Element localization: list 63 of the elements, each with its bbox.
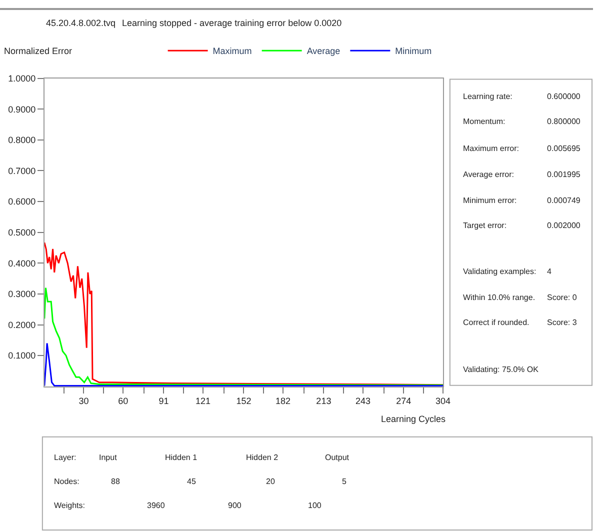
y-tick-label: 0.8000 (8, 135, 36, 146)
text: Validating: 75.0% OK (463, 365, 540, 374)
y-axis-title: Normalized Error (4, 46, 72, 56)
y-tick-label: 0.4000 (8, 258, 36, 268)
text: 0.800000 (547, 117, 581, 126)
x-tick-label: 91 (158, 396, 169, 406)
line-series (44, 342, 444, 386)
text: Hidden 1 (165, 453, 198, 462)
y-tick-label: 1.0000 (8, 73, 36, 84)
x-tick-label: 304 (436, 396, 451, 406)
chart-title: 45.20.4.8.002.tvq (46, 18, 116, 28)
text: 88 (111, 477, 120, 486)
text: Average error: (463, 170, 514, 179)
text: 5 (342, 477, 347, 486)
text: Output (325, 453, 350, 462)
text: Correct if rounded. (463, 318, 530, 327)
y-tick-label: 0.3000 (8, 289, 36, 300)
y-tick-label: 0.9000 (8, 104, 36, 114)
x-tick-label: 121 (196, 396, 211, 406)
text: Validating examples: (463, 267, 536, 276)
y-tick-label: 0.2000 (8, 320, 36, 330)
text: Minimum error: (463, 196, 517, 205)
x-tick-label: 274 (396, 396, 412, 406)
x-tick-label: 152 (236, 396, 252, 406)
legend-label: Average (306, 46, 340, 56)
text: 100 (308, 501, 322, 510)
x-tick-label: 30 (78, 396, 89, 406)
legend-label: Minimum (395, 46, 432, 56)
text: Momentum: (463, 117, 506, 126)
y-tick-label: 0.1000 (8, 350, 36, 361)
x-tick-label: 60 (118, 396, 128, 406)
chart-subtitle: Learning stopped - average training error below 0.0020 (122, 18, 342, 28)
x-tick-label: 213 (316, 396, 332, 406)
text: 0.002000 (547, 221, 581, 230)
line-series (44, 242, 444, 386)
x-tick-label: 182 (276, 396, 291, 406)
text: 0.005695 (547, 144, 581, 153)
text: 4 (547, 267, 552, 276)
text: 0.000749 (547, 196, 581, 205)
text: 900 (228, 501, 242, 510)
text: 45 (187, 477, 196, 486)
x-tick-label: 243 (356, 396, 371, 406)
y-tick-label: 0.7000 (8, 166, 36, 176)
line-series (44, 287, 444, 386)
x-axis-title: Learning Cycles (381, 414, 446, 424)
text: Within 10.0% range. (463, 293, 536, 302)
text: Maximum error: (463, 144, 520, 153)
text: Learning rate: (463, 92, 512, 101)
text: Target error: (463, 221, 507, 230)
text: 0.001995 (547, 170, 581, 179)
text: Score: 0 (547, 293, 578, 302)
y-tick-label: 0.5000 (8, 227, 36, 238)
text: Nodes: (54, 477, 80, 486)
text: 0.600000 (547, 92, 581, 101)
text: 3960 (147, 501, 166, 510)
text: Layer: (54, 453, 76, 462)
legend-label: Maximum (212, 46, 252, 56)
text: Score: 3 (547, 318, 578, 327)
y-tick-label: 0.6000 (8, 196, 36, 207)
text: Weights: (54, 501, 85, 510)
text: Hidden 2 (246, 453, 279, 462)
text: 20 (266, 477, 276, 486)
text: Input (99, 453, 118, 462)
